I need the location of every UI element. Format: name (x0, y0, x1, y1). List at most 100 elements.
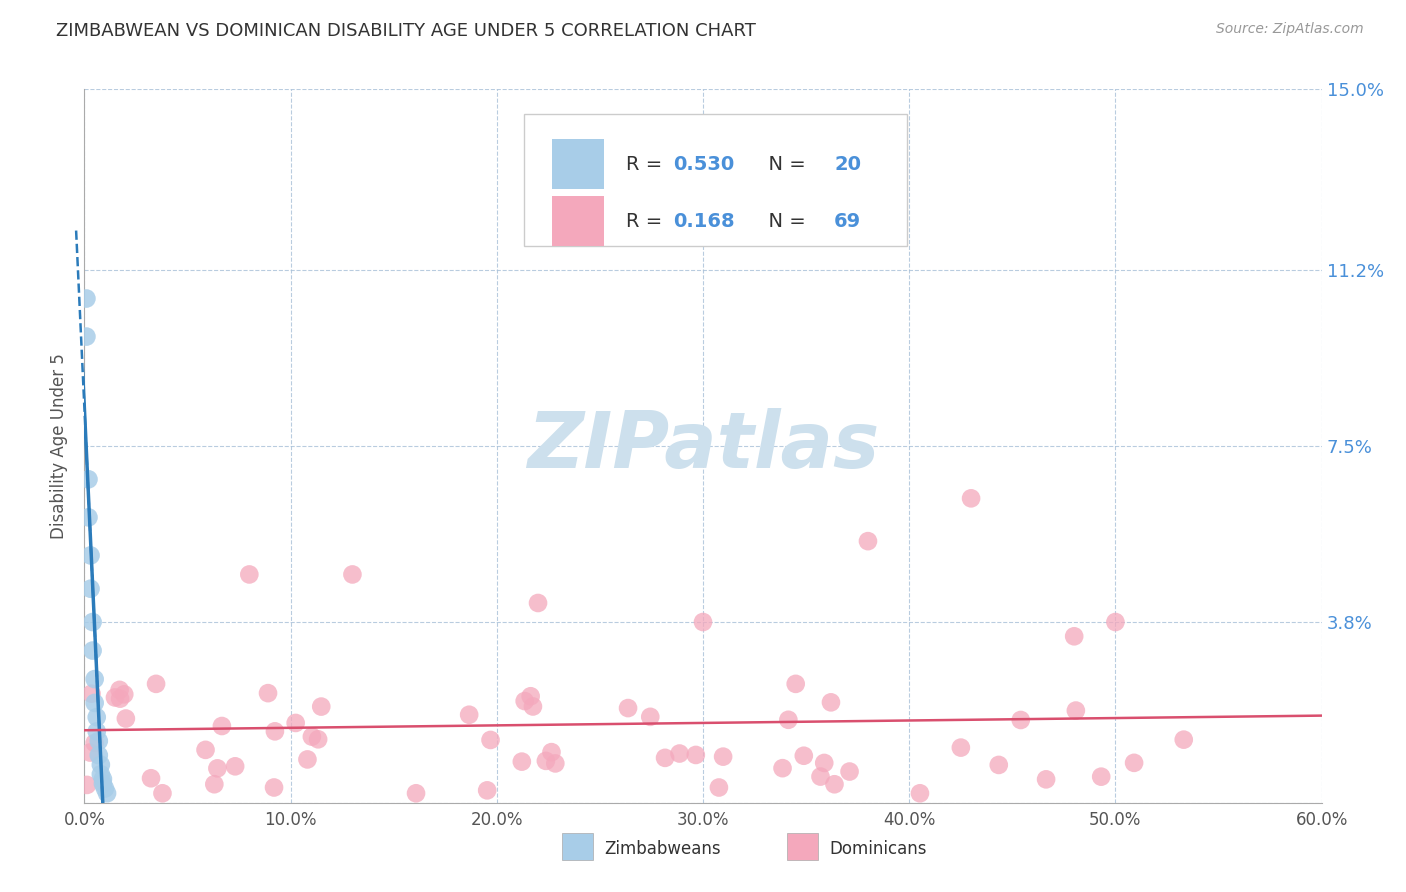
Point (519, 690, 541, 704)
Point (115, 712, 138, 726)
Point (838, 764, 860, 779)
Point (544, 756, 567, 771)
Point (207, 761, 229, 775)
Point (83, 672, 105, 686)
Point (263, 780, 285, 795)
Text: Dominicans: Dominicans (830, 840, 927, 858)
Point (79, 746, 101, 760)
Text: Zimbabweans: Zimbabweans (605, 840, 721, 858)
Point (793, 748, 815, 763)
Point (307, 732, 329, 747)
Point (1123, 756, 1146, 770)
Point (75, 329, 97, 343)
Point (77, 472, 100, 486)
Point (152, 786, 174, 800)
Point (810, 770, 832, 784)
Point (1063, 629, 1085, 643)
Point (145, 677, 167, 691)
Point (527, 596, 550, 610)
Point (108, 691, 131, 706)
Point (297, 752, 319, 766)
Text: ZIMBABWEAN VS DOMINICAN DISABILITY AGE UNDER 5 CORRELATION CHART: ZIMBABWEAN VS DOMINICAN DISABILITY AGE U… (56, 22, 756, 40)
Point (108, 682, 131, 697)
Text: N =: N = (756, 154, 813, 174)
Point (668, 747, 690, 761)
Point (75, 292, 97, 306)
Text: 0.530: 0.530 (673, 154, 734, 174)
Point (96, 786, 118, 800)
Point (640, 710, 662, 724)
Point (692, 615, 714, 629)
Point (813, 756, 835, 770)
Point (87, 734, 110, 748)
Point (79, 549, 101, 563)
Text: Source: ZipAtlas.com: Source: ZipAtlas.com (1216, 22, 1364, 37)
Point (83, 696, 105, 710)
Point (522, 699, 544, 714)
Point (540, 745, 562, 759)
Point (477, 783, 499, 797)
Text: N =: N = (756, 211, 813, 231)
Point (513, 694, 536, 708)
Point (405, 786, 427, 800)
FancyBboxPatch shape (523, 114, 907, 246)
Point (960, 491, 983, 506)
Point (1064, 704, 1087, 718)
Point (1104, 615, 1126, 629)
Point (711, 749, 734, 764)
Point (77, 510, 100, 524)
Point (617, 701, 640, 715)
Point (86, 724, 108, 739)
Point (194, 743, 217, 757)
Point (90, 767, 112, 781)
Point (824, 777, 846, 791)
Point (785, 677, 807, 691)
Text: ZIPatlas: ZIPatlas (527, 408, 879, 484)
Point (257, 686, 280, 700)
Point (856, 534, 879, 549)
Point (458, 707, 481, 722)
Point (91, 777, 114, 791)
Point (987, 758, 1010, 772)
Point (224, 759, 246, 773)
Point (908, 786, 931, 800)
Point (76, 778, 98, 792)
Point (778, 713, 800, 727)
Point (1035, 772, 1057, 787)
Text: 0.168: 0.168 (673, 211, 735, 231)
Point (342, 567, 364, 582)
Point (87, 748, 110, 763)
Point (309, 699, 332, 714)
Point (83, 736, 105, 750)
Point (264, 724, 287, 739)
Point (284, 715, 307, 730)
Point (949, 740, 972, 755)
Text: 69: 69 (834, 211, 862, 231)
Point (820, 695, 842, 709)
Point (479, 733, 502, 747)
Text: R =: R = (626, 154, 669, 174)
Point (1173, 732, 1195, 747)
Y-axis label: Disability Age Under 5: Disability Age Under 5 (51, 353, 69, 539)
Point (82, 643, 104, 657)
Point (1090, 770, 1112, 784)
Point (534, 754, 557, 768)
Point (80, 687, 103, 701)
Point (211, 719, 233, 733)
Point (91, 772, 114, 786)
Bar (553, 139, 605, 189)
Point (94, 781, 117, 796)
Point (301, 730, 323, 744)
Point (112, 687, 135, 701)
Point (510, 755, 533, 769)
Point (685, 747, 707, 762)
Point (82, 615, 104, 629)
Point (707, 780, 730, 795)
Point (139, 771, 162, 785)
Bar (553, 196, 605, 246)
Text: R =: R = (626, 211, 675, 231)
Text: 20: 20 (834, 154, 860, 174)
Point (654, 751, 676, 765)
Point (772, 761, 794, 775)
Point (1010, 713, 1032, 727)
